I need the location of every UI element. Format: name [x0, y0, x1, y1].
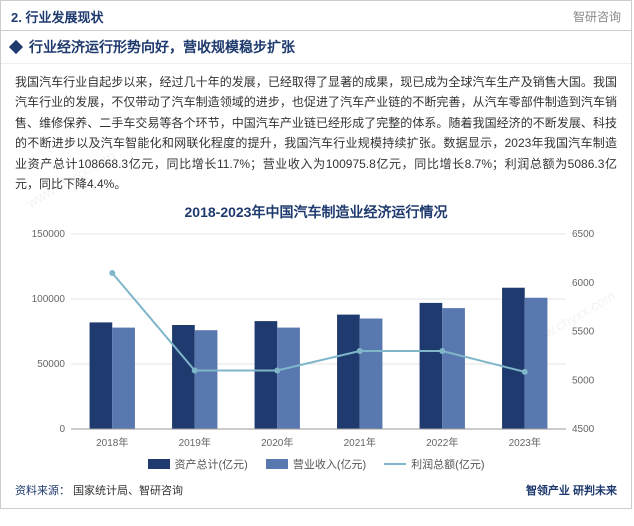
svg-text:2019年: 2019年	[179, 436, 211, 449]
svg-text:2022年: 2022年	[426, 436, 458, 449]
subheader: 行业经济运行形势向好，营收规模稳步扩张	[1, 31, 631, 64]
svg-text:6000: 6000	[572, 278, 595, 289]
brand-top: 智研咨询	[573, 8, 621, 25]
section-number: 2. 行业发展现状	[11, 7, 103, 26]
legend-profit: 利润总额(亿元)	[384, 456, 484, 472]
revenue-chart: 0 50000 100000 150000 4500 5000 5500 6000 6500 20…	[16, 224, 616, 454]
brand-bottom: 智领产业 研判未来	[526, 482, 617, 498]
chart-title: 2018-2023年中国汽车制造业经济运行情况	[1, 202, 631, 222]
svg-text:2023年: 2023年	[509, 436, 541, 449]
svg-text:2021年: 2021年	[344, 436, 376, 449]
svg-text:150000: 150000	[32, 229, 66, 240]
source-line: 资料来源： 国家统计局、智研咨询 智领产业 研判未来	[1, 472, 631, 498]
svg-text:5000: 5000	[572, 376, 595, 387]
legend-label: 资产总计(亿元)	[175, 456, 248, 472]
legend-label: 营业收入(亿元)	[293, 456, 366, 472]
source-label: 资料来源：	[15, 485, 70, 497]
source-value: 国家统计局、智研咨询	[73, 485, 183, 497]
diamond-icon	[9, 40, 23, 54]
svg-text:5500: 5500	[572, 327, 595, 338]
svg-text:2018年: 2018年	[96, 436, 128, 449]
subheader-title: 行业经济运行形势向好，营收规模稳步扩张	[29, 37, 295, 57]
svg-text:0: 0	[59, 424, 65, 435]
legend-label: 利润总额(亿元)	[411, 456, 484, 472]
svg-text:50000: 50000	[37, 359, 65, 370]
svg-text:6500: 6500	[572, 229, 595, 240]
legend-assets: 资产总计(亿元)	[148, 456, 248, 472]
svg-text:2020年: 2020年	[261, 436, 293, 449]
body-paragraph: 我国汽车行业自起步以来，经过几十年的发展，已经取得了显著的成果，现已成为全球汽车…	[1, 64, 631, 198]
chart-legend: 资产总计(亿元) 营业收入(亿元) 利润总额(亿元)	[1, 456, 631, 472]
section-header: 2. 行业发展现状 智研咨询	[1, 1, 631, 31]
svg-text:4500: 4500	[572, 424, 595, 435]
svg-text:100000: 100000	[32, 294, 66, 305]
legend-revenue: 营业收入(亿元)	[266, 456, 366, 472]
